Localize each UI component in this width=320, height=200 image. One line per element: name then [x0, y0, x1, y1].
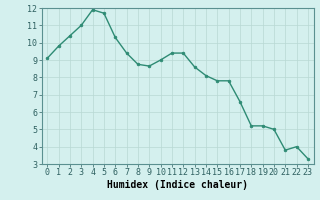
X-axis label: Humidex (Indice chaleur): Humidex (Indice chaleur) — [107, 180, 248, 190]
